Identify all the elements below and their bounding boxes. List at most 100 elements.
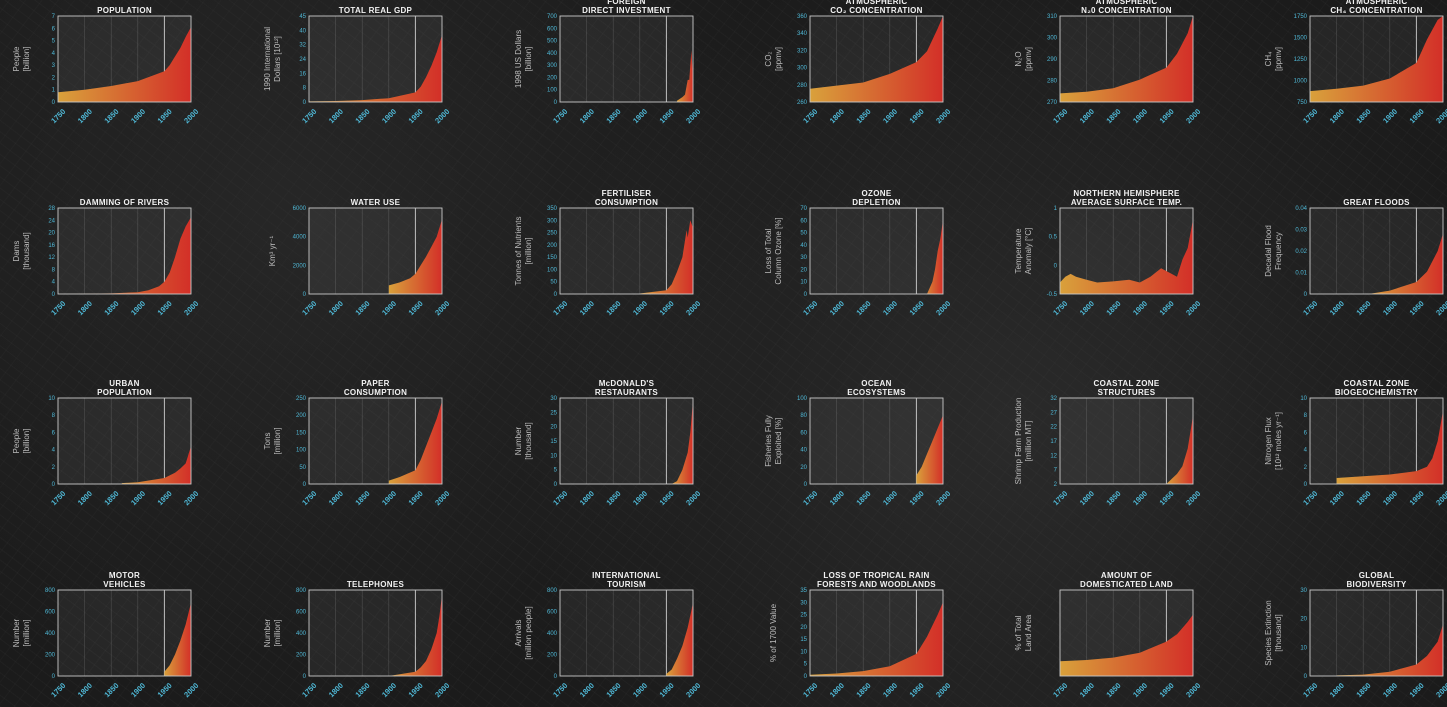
plot-frame: [57, 589, 192, 677]
plot-frame: [1309, 15, 1444, 103]
plot-area: [560, 208, 693, 294]
x-tick-label: 1900: [129, 681, 147, 699]
data-area: [921, 220, 943, 294]
y-tick-label: 24: [48, 218, 55, 224]
plot-frame: [308, 15, 443, 103]
chart-title: COASTAL ZONE: [1344, 379, 1410, 388]
x-tick-label: 1800: [578, 107, 596, 125]
y-tick-label: 0: [52, 292, 56, 298]
y-tick-label: 150: [296, 430, 307, 436]
data-area: [388, 401, 442, 484]
y-tick-label: 8: [303, 86, 307, 92]
data-area: [671, 400, 693, 484]
y-axis-label: [million]: [273, 427, 282, 454]
chart-title: FERTILISER: [602, 189, 652, 198]
y-tick-label: -0.5: [1047, 292, 1058, 298]
x-tick-label: 1950: [1158, 299, 1176, 317]
x-tick-label: 1750: [801, 299, 819, 317]
chart-title: N₂0 CONCENTRATION: [1081, 6, 1172, 15]
x-tick-label: 1950: [1408, 107, 1426, 125]
y-tick-label: 400: [296, 631, 307, 637]
x-tick-label: 2000: [433, 299, 451, 317]
y-tick-label: 7: [1054, 468, 1058, 474]
plot-frame: [1309, 397, 1444, 485]
y-axis-label: % of 1700 Value: [769, 603, 778, 662]
y-tick-label: 0: [303, 100, 307, 106]
y-axis-label: [million people]: [524, 606, 533, 659]
y-tick-label: 12: [48, 255, 55, 261]
x-tick-label: 2000: [684, 681, 702, 699]
chart-title: ATMOSPHERIC: [846, 0, 908, 6]
plot-frame: [57, 397, 192, 485]
x-tick-label: 1900: [631, 299, 649, 317]
plot-area: [810, 208, 943, 294]
y-tick-label: 0: [1304, 292, 1308, 298]
y-tick-label: 2: [52, 465, 56, 471]
y-tick-label: 0: [554, 674, 558, 680]
y-tick-label: 32: [1050, 396, 1057, 402]
y-axis-label: [thousand]: [22, 232, 31, 269]
x-tick-label: 1850: [604, 107, 622, 125]
x-tick-label: 1900: [380, 681, 398, 699]
y-tick-label: 260: [797, 100, 808, 106]
data-area: [121, 446, 191, 484]
y-tick-label: 10: [1300, 645, 1307, 651]
x-tick-label: 1750: [1301, 299, 1319, 317]
x-tick-label: 1900: [881, 107, 899, 125]
y-axis-label: [million]: [22, 619, 31, 646]
y-tick-label: 4000: [293, 235, 307, 241]
plot-area: [560, 16, 693, 102]
y-tick-label: 0: [303, 482, 307, 488]
y-axis-label: Dams: [12, 241, 21, 262]
x-tick-label: 1850: [604, 681, 622, 699]
y-tick-label: 20: [800, 625, 807, 631]
y-tick-label: 6: [52, 430, 56, 436]
x-tick-label: 2000: [1184, 299, 1202, 317]
x-tick-label: 1750: [801, 681, 819, 699]
y-tick-label: 320: [797, 48, 808, 54]
y-tick-label: 0: [303, 674, 307, 680]
y-tick-label: 300: [1047, 36, 1058, 42]
x-tick-label: 1950: [1408, 299, 1426, 317]
x-tick-label: 1900: [1131, 299, 1149, 317]
x-tick-label: 1750: [551, 489, 569, 507]
y-tick-label: 22: [1050, 425, 1057, 431]
y-axis-label: [ppmv]: [1274, 47, 1283, 71]
y-tick-label: 50: [800, 231, 807, 237]
y-tick-label: 1750: [1294, 14, 1308, 20]
x-tick-label: 2000: [684, 299, 702, 317]
y-tick-label: 0: [804, 674, 808, 680]
y-axis-label: Temperature: [1014, 228, 1023, 273]
x-tick-label: 1950: [1158, 107, 1176, 125]
chart-title: FORESTS AND WOODLANDS: [817, 580, 936, 589]
x-tick-label: 1950: [908, 107, 926, 125]
y-tick-label: 32: [299, 43, 306, 49]
x-tick-label: 2000: [182, 489, 200, 507]
y-tick-label: 400: [45, 631, 56, 637]
chart-panel: DAMMING OF RIVERS 0 4 8 12 16 20 24 28 Dams [thous…: [12, 198, 200, 317]
x-tick-label: 1800: [1328, 489, 1346, 507]
y-tick-label: 200: [547, 653, 558, 659]
y-axis-label: 1998 US Dollars: [514, 30, 523, 88]
y-tick-label: 270: [1047, 100, 1058, 106]
y-axis-label: Column Ozone [%]: [774, 217, 783, 284]
x-tick-label: 1750: [1051, 489, 1069, 507]
x-tick-label: 2000: [934, 299, 952, 317]
y-axis-label: CO₂: [764, 51, 773, 66]
y-tick-label: 6000: [293, 206, 307, 212]
x-tick-label: 1850: [604, 299, 622, 317]
chart-title: AMOUNT OF: [1101, 571, 1152, 580]
y-axis-label: [million]: [273, 619, 282, 646]
plot-frame: [559, 397, 694, 485]
x-tick-label: 1950: [658, 489, 676, 507]
x-tick-label: 2000: [433, 107, 451, 125]
chart-title: ATMOSPHERIC: [1096, 0, 1158, 6]
y-tick-label: 20: [1300, 617, 1307, 623]
y-tick-label: 800: [45, 588, 56, 594]
x-tick-label: 1950: [908, 299, 926, 317]
y-tick-label: 6: [52, 26, 56, 32]
x-tick-label: 1900: [1131, 681, 1149, 699]
